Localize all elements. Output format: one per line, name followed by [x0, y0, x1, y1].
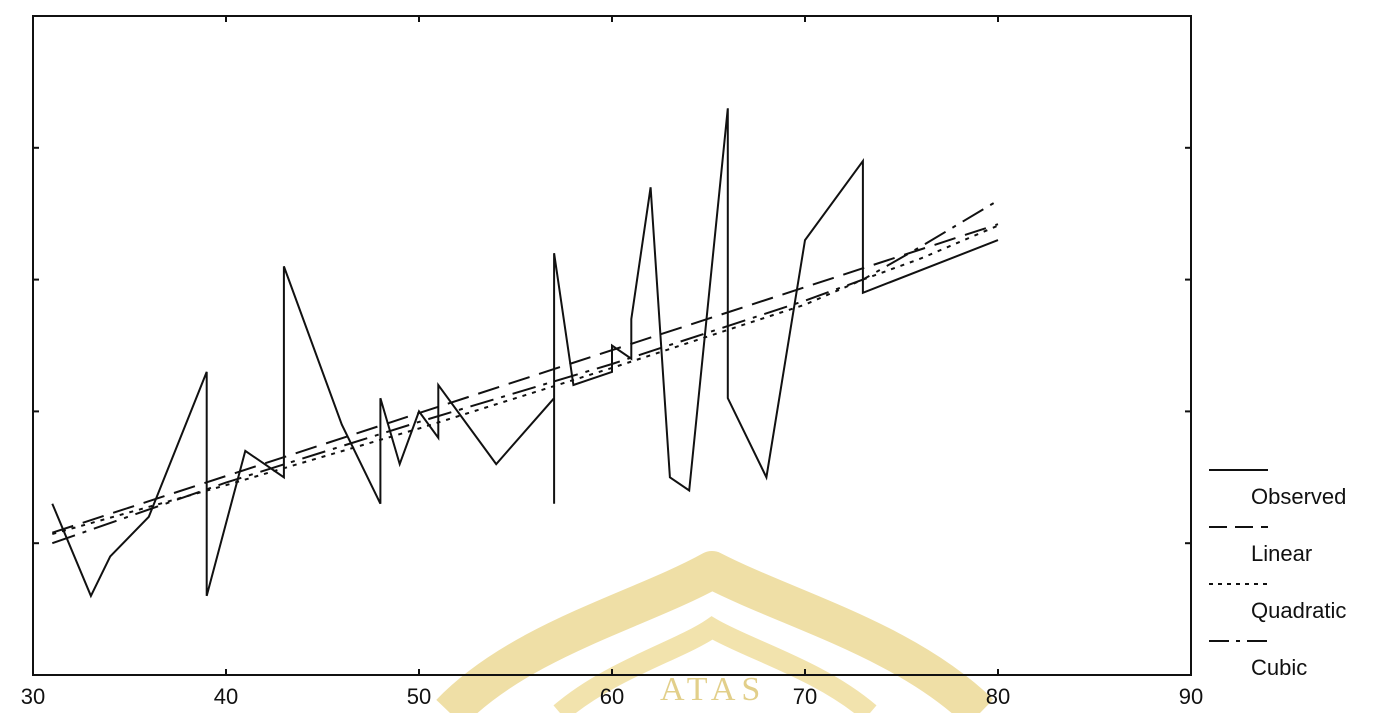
series-layer — [51, 108, 999, 599]
legend-label-linear: Linear — [1251, 541, 1312, 566]
x-tick-label-4: 70 — [793, 684, 817, 709]
series-line-cubic — [51, 199, 999, 545]
watermark-text: ATAS — [660, 671, 766, 708]
watermark-arc-inner — [553, 616, 877, 713]
x-tick-label-2: 50 — [407, 684, 431, 709]
x-tick-label-5: 80 — [986, 684, 1010, 709]
legend-label-cubic: Cubic — [1251, 655, 1307, 680]
x-axis-ticks: 30 40 50 60 70 80 90 — [21, 16, 1203, 709]
series-line-quadratic — [52, 224, 999, 535]
watermark-arc-outer — [436, 551, 994, 713]
x-tick-label-6: 90 — [1179, 684, 1203, 709]
series-line-observed — [51, 108, 999, 599]
legend: Observed Linear Quadratic Cubic — [1209, 469, 1346, 680]
series-line-linear — [51, 223, 999, 534]
watermark-seal: ATAS — [436, 551, 994, 713]
legend-label-quadratic: Quadratic — [1251, 598, 1346, 623]
x-tick-label-1: 40 — [214, 684, 238, 709]
legend-label-observed: Observed — [1251, 484, 1346, 509]
x-tick-label-3: 60 — [600, 684, 624, 709]
x-tick-label-0: 30 — [21, 684, 45, 709]
